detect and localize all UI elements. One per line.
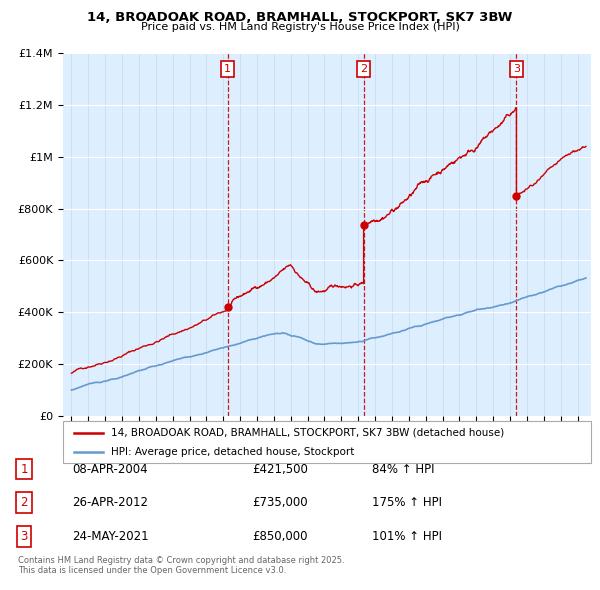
Text: 24-MAY-2021: 24-MAY-2021 [72, 530, 149, 543]
Text: 3: 3 [20, 530, 28, 543]
Text: Contains HM Land Registry data © Crown copyright and database right 2025.
This d: Contains HM Land Registry data © Crown c… [18, 556, 344, 575]
Text: Price paid vs. HM Land Registry's House Price Index (HPI): Price paid vs. HM Land Registry's House … [140, 22, 460, 32]
Text: 84% ↑ HPI: 84% ↑ HPI [372, 463, 434, 476]
Text: 2: 2 [20, 496, 28, 509]
Text: HPI: Average price, detached house, Stockport: HPI: Average price, detached house, Stoc… [110, 447, 354, 457]
Text: £850,000: £850,000 [252, 530, 308, 543]
Text: 1: 1 [224, 64, 232, 74]
Text: £735,000: £735,000 [252, 496, 308, 509]
Text: 2: 2 [360, 64, 367, 74]
Text: 26-APR-2012: 26-APR-2012 [72, 496, 148, 509]
Text: 08-APR-2004: 08-APR-2004 [72, 463, 148, 476]
Text: 101% ↑ HPI: 101% ↑ HPI [372, 530, 442, 543]
Text: £421,500: £421,500 [252, 463, 308, 476]
Text: 14, BROADOAK ROAD, BRAMHALL, STOCKPORT, SK7 3BW: 14, BROADOAK ROAD, BRAMHALL, STOCKPORT, … [88, 11, 512, 24]
Text: 14, BROADOAK ROAD, BRAMHALL, STOCKPORT, SK7 3BW (detached house): 14, BROADOAK ROAD, BRAMHALL, STOCKPORT, … [110, 428, 504, 438]
Text: 3: 3 [513, 64, 520, 74]
Text: 1: 1 [20, 463, 28, 476]
Text: 175% ↑ HPI: 175% ↑ HPI [372, 496, 442, 509]
